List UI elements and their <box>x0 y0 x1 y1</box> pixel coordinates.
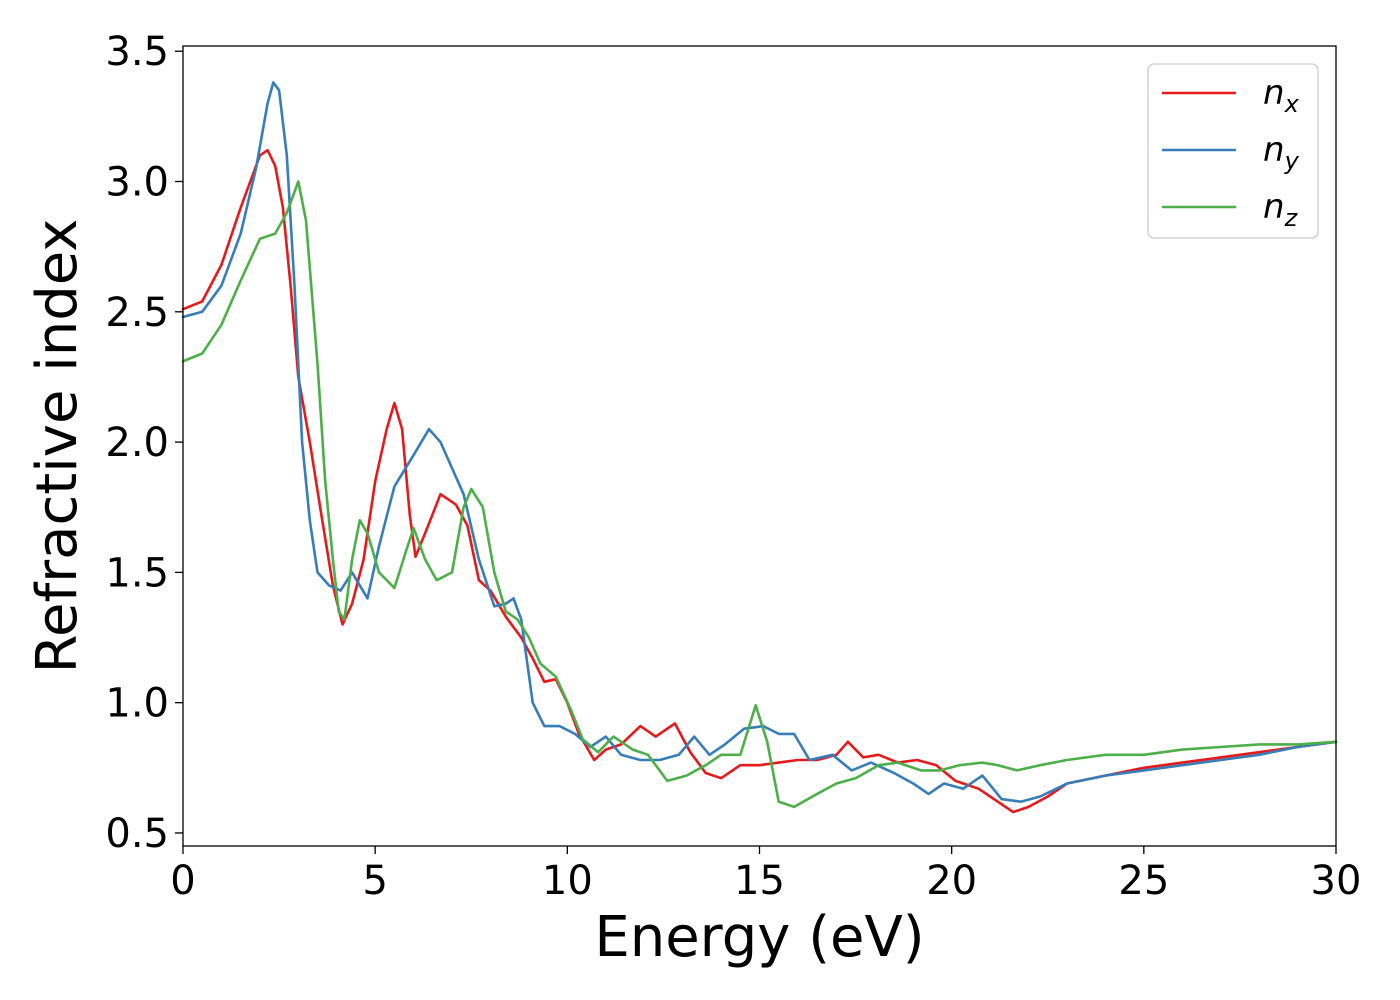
series-line-nz <box>181 180 1338 809</box>
x-tick-label: 10 <box>542 858 593 904</box>
legend: nx ny nz <box>1147 63 1319 239</box>
legend-entry-ny: ny <box>1162 130 1300 175</box>
series-line-nx <box>181 148 1338 814</box>
legend-label: nx <box>1263 73 1300 118</box>
x-tick-label: 5 <box>362 858 387 904</box>
y-tick-label: 0.5 <box>105 811 169 857</box>
y-tick-label: 1.5 <box>105 550 169 596</box>
x-tick-label: 20 <box>926 858 977 904</box>
x-tick-label: 30 <box>1311 858 1362 904</box>
y-tick-label: 1.0 <box>105 681 169 727</box>
legend-label: nz <box>1263 187 1299 232</box>
x-tick-label: 25 <box>1118 858 1169 904</box>
legend-entry-nz: nz <box>1162 187 1299 232</box>
y-axis-title: Refractive index <box>25 219 90 674</box>
y-axis: 0.5 1.0 1.5 2.0 2.5 3.0 3.5 <box>105 29 183 857</box>
legend-label: ny <box>1263 130 1300 175</box>
x-tick-label: 15 <box>734 858 785 904</box>
legend-entry-nx: nx <box>1162 73 1300 118</box>
x-axis: 0 5 10 15 20 25 30 <box>170 846 1361 904</box>
y-tick-label: 3.5 <box>105 29 169 75</box>
y-tick-label: 2.0 <box>105 420 169 466</box>
x-tick-label: 0 <box>170 858 195 904</box>
y-tick-label: 2.5 <box>105 290 169 336</box>
y-tick-label: 3.0 <box>105 160 169 206</box>
x-axis-title: Energy (eV) <box>594 905 924 970</box>
series-layer <box>181 81 1338 814</box>
